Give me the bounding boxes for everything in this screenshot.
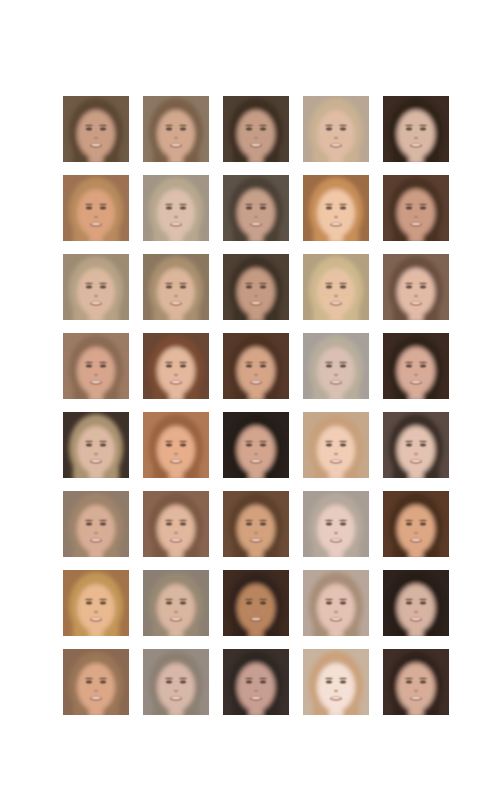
face-image [303, 254, 369, 320]
face-image [303, 333, 369, 399]
face-image [303, 96, 369, 162]
face-image [383, 570, 449, 636]
face-image [63, 649, 129, 715]
face-image [383, 649, 449, 715]
face-image [383, 491, 449, 557]
face-image [143, 333, 209, 399]
face-image [143, 96, 209, 162]
face-image [383, 175, 449, 241]
face-image [223, 412, 289, 478]
face-image [383, 96, 449, 162]
face-image [63, 333, 129, 399]
face-image [63, 491, 129, 557]
face-image [63, 254, 129, 320]
face-image [223, 570, 289, 636]
face-image [143, 491, 209, 557]
face-image [383, 412, 449, 478]
face-image [63, 96, 129, 162]
face-image [143, 412, 209, 478]
face-image [143, 254, 209, 320]
face-image [223, 649, 289, 715]
face-image [63, 412, 129, 478]
face-image [63, 570, 129, 636]
face-image [303, 175, 369, 241]
face-image [383, 254, 449, 320]
face-image [223, 333, 289, 399]
face-image [223, 491, 289, 557]
face-image [383, 333, 449, 399]
face-image [143, 570, 209, 636]
face-image [143, 175, 209, 241]
face-image [223, 175, 289, 241]
face-image [303, 649, 369, 715]
face-image [303, 570, 369, 636]
face-image [143, 649, 209, 715]
face-image [223, 96, 289, 162]
face-image [63, 175, 129, 241]
face-image [223, 254, 289, 320]
face-image [303, 412, 369, 478]
face-grid [63, 96, 451, 715]
face-image [303, 491, 369, 557]
